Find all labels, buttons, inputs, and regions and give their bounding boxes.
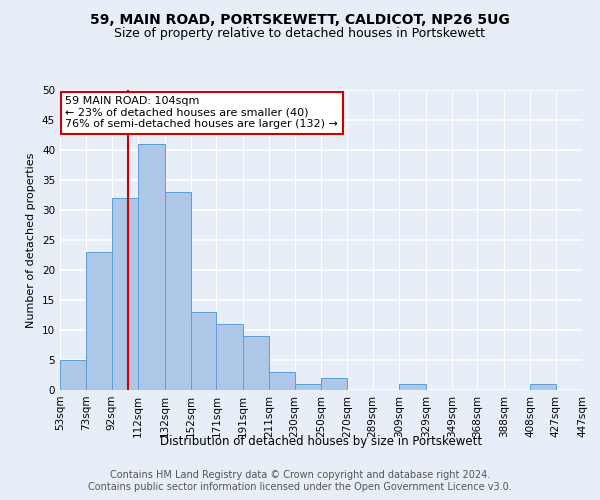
Bar xyxy=(138,144,164,390)
Bar xyxy=(295,384,321,390)
Bar xyxy=(164,192,191,390)
Text: Distribution of detached houses by size in Portskewett: Distribution of detached houses by size … xyxy=(160,435,482,448)
Bar xyxy=(243,336,269,390)
Bar xyxy=(86,252,112,390)
Text: Size of property relative to detached houses in Portskewett: Size of property relative to detached ho… xyxy=(115,28,485,40)
Bar xyxy=(217,324,243,390)
Bar xyxy=(269,372,295,390)
Text: 59, MAIN ROAD, PORTSKEWETT, CALDICOT, NP26 5UG: 59, MAIN ROAD, PORTSKEWETT, CALDICOT, NP… xyxy=(90,12,510,26)
Bar xyxy=(112,198,138,390)
Bar xyxy=(60,360,86,390)
Text: 59 MAIN ROAD: 104sqm
← 23% of detached houses are smaller (40)
76% of semi-detac: 59 MAIN ROAD: 104sqm ← 23% of detached h… xyxy=(65,96,338,129)
Bar xyxy=(530,384,556,390)
Text: Contains HM Land Registry data © Crown copyright and database right 2024.: Contains HM Land Registry data © Crown c… xyxy=(110,470,490,480)
Y-axis label: Number of detached properties: Number of detached properties xyxy=(26,152,37,328)
Text: Contains public sector information licensed under the Open Government Licence v3: Contains public sector information licen… xyxy=(88,482,512,492)
Bar xyxy=(321,378,347,390)
Bar xyxy=(399,384,425,390)
Bar xyxy=(191,312,217,390)
